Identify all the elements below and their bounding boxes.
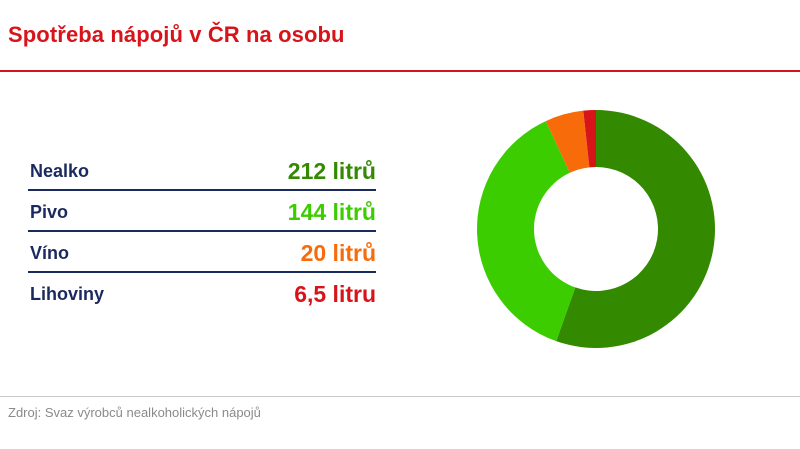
legend-row-nealko: Nealko 212 litrů — [28, 150, 376, 191]
legend-label-vino: Víno — [30, 243, 69, 263]
value-label-lihoviny: 6,5 litru — [294, 281, 376, 307]
chart-title: Spotřeba nápojů v ČR na osobu — [8, 22, 345, 47]
donut-slice-pivo — [477, 121, 576, 342]
value-label-pivo: 144 litrů — [287, 199, 376, 225]
donut-slice-nealko — [556, 110, 715, 348]
legend-table: Nealko 212 litrů Pivo 144 litrů Víno 20 … — [28, 150, 376, 312]
legend-label-pivo: Pivo — [30, 202, 69, 222]
footer-divider — [0, 396, 800, 397]
legend-row-lihoviny: Lihoviny 6,5 litru — [28, 273, 376, 312]
donut-slice-vino — [545, 110, 590, 173]
donut-slice-lihoviny — [583, 110, 596, 168]
value-label-nealko: 212 litrů — [287, 158, 376, 184]
legend-row-vino: Víno 20 litrů — [28, 232, 376, 273]
legend-label-lihoviny: Lihoviny — [30, 284, 105, 304]
value-label-vino: 20 litrů — [300, 240, 376, 266]
legend-label-nealko: Nealko — [30, 161, 90, 181]
legend-row-pivo: Pivo 144 litrů — [28, 191, 376, 232]
source-note: Zdroj: Svaz výrobců nealkoholických nápo… — [8, 405, 261, 420]
title-divider — [0, 70, 800, 72]
donut-chart — [477, 110, 715, 348]
